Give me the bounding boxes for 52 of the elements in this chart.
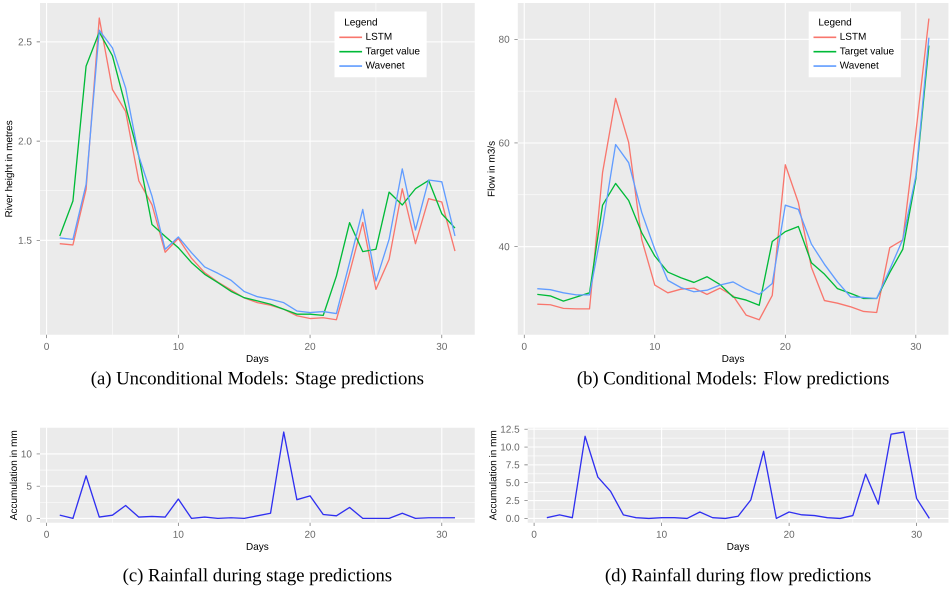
text: (c) Rainfall during stage predictions	[123, 568, 392, 586]
y-tick-label: 2.5	[18, 38, 32, 46]
x-tick-label: 20	[784, 530, 794, 538]
y-tick-label: 1.5	[18, 237, 32, 244]
x-tick-label: 30	[911, 530, 922, 538]
x-axis-title: Days	[722, 355, 744, 364]
x-tick-label: 30	[910, 343, 921, 350]
legend-label: Wavenet	[840, 62, 879, 69]
y-axis-title: Accumulation in mm	[10, 431, 18, 520]
line-series	[546, 432, 930, 520]
y-tick-label: 40	[498, 243, 510, 250]
y-tick-label: 0	[26, 515, 32, 522]
x-axis-title: Days	[728, 543, 750, 552]
y-tick-label: 12.5	[500, 426, 520, 433]
x-tick-label: 30	[436, 343, 447, 350]
x-tick-label: 20	[780, 343, 790, 350]
x-tick-label: 20	[305, 343, 316, 350]
x-tick-label: 0	[532, 530, 536, 538]
text: (b) Conditional Models: Flow predictions	[578, 371, 889, 388]
x-axis-title: Days	[246, 355, 268, 364]
x-tick-label: 0	[44, 343, 49, 350]
legend-label: Wavenet	[366, 62, 405, 69]
x-tick-label: 20	[305, 530, 316, 538]
y-tick-label: 7.5	[506, 462, 520, 469]
y-axis-title: River height in metres	[4, 120, 14, 217]
y-tick-label: 5	[26, 482, 32, 490]
legend-label: Target value	[366, 47, 420, 57]
y-tick-label: 10.0	[500, 444, 520, 451]
legend-title: Legend	[345, 18, 377, 28]
x-tick-label: 0	[44, 530, 49, 538]
y-tick-label: 2.0	[18, 138, 32, 145]
x-tick-label: 10	[656, 530, 667, 538]
legend-label: Target value	[840, 47, 894, 57]
legend-label: LSTM	[366, 32, 392, 40]
text: (a) Unconditional Models: Stage predictions	[92, 371, 424, 388]
x-tick-label: 10	[174, 530, 184, 538]
y-tick-label: 80	[499, 36, 510, 44]
y-tick-label: 0.0	[506, 515, 520, 522]
x-tick-label: 10	[174, 343, 184, 350]
y-axis-title: Accumulation in mm	[489, 431, 496, 520]
y-tick-label: 10	[22, 450, 32, 458]
y-tick-label: 2.5	[506, 497, 520, 504]
text: (d) Rainfall during flow predictions	[606, 568, 871, 586]
x-tick-label: 30	[436, 530, 447, 538]
y-tick-label: 60	[499, 140, 510, 147]
x-tick-label: 10	[650, 343, 660, 350]
x-axis-title: Days	[246, 543, 268, 552]
legend-title: Legend	[819, 18, 852, 28]
y-axis-title: Flow in m3/s	[487, 141, 495, 196]
x-tick-label: 0	[522, 343, 527, 350]
y-tick-label: 5.0	[506, 479, 520, 486]
legend-label: LSTM	[840, 32, 866, 40]
